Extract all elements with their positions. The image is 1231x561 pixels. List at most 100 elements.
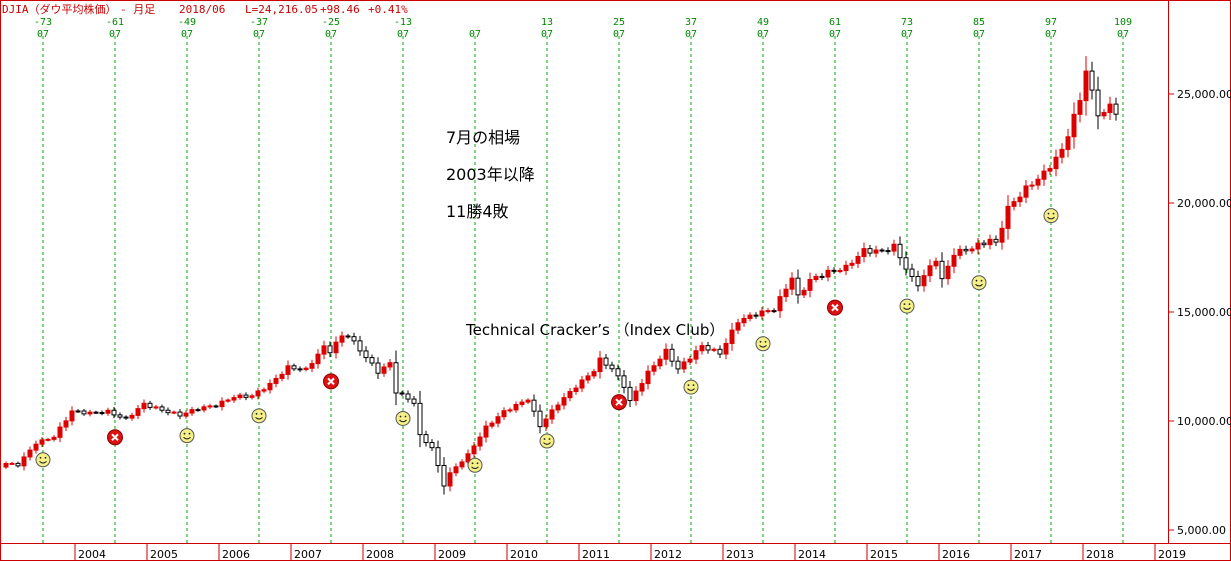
smiley-eye bbox=[759, 340, 762, 343]
candle-body bbox=[657, 358, 663, 367]
candle-body bbox=[981, 242, 987, 246]
candle-body bbox=[633, 390, 639, 402]
candle-body bbox=[963, 248, 969, 252]
july-offset-label: -13 bbox=[394, 17, 412, 28]
note-since: 2003年以降 bbox=[446, 165, 535, 184]
chart-header: DJIA（ダウ平均株価） - 月足 2018/06 L=24,216.05 +9… bbox=[2, 2, 408, 16]
july-win-smiley-icon bbox=[539, 433, 555, 449]
candle-body bbox=[681, 361, 687, 370]
july-month-label: 07 bbox=[685, 29, 697, 40]
x-tick-label: 2006 bbox=[222, 548, 250, 561]
candle-body bbox=[69, 410, 75, 422]
x-tick-label: 2013 bbox=[726, 548, 754, 561]
candle-body bbox=[459, 461, 465, 468]
candle-body bbox=[147, 402, 153, 408]
candle-body bbox=[675, 360, 681, 370]
candle-body bbox=[783, 288, 789, 298]
candle-body bbox=[129, 414, 135, 419]
smiley-eye bbox=[39, 456, 42, 459]
candle-body bbox=[561, 397, 567, 406]
smiley-mouth bbox=[687, 388, 695, 391]
candle-body bbox=[441, 465, 447, 487]
candle-body bbox=[957, 248, 963, 256]
july-offset-label: 25 bbox=[613, 17, 625, 28]
july-win-smiley-icon bbox=[179, 428, 195, 444]
x-tick-label: 2014 bbox=[798, 548, 826, 561]
candle-body bbox=[225, 399, 231, 402]
july-win-smiley-icon bbox=[1043, 208, 1059, 224]
smiley-eye bbox=[188, 432, 191, 435]
july-loss-x-icon bbox=[323, 373, 339, 390]
candle-body bbox=[795, 277, 801, 296]
candle-body bbox=[549, 409, 555, 420]
candle-body bbox=[1065, 136, 1071, 150]
candle-body bbox=[867, 248, 873, 254]
candle-body bbox=[471, 445, 477, 455]
july-month-label: 07 bbox=[829, 29, 841, 40]
candle-body bbox=[87, 411, 93, 415]
july-win-smiley-icon bbox=[251, 408, 267, 424]
candle-body bbox=[63, 420, 69, 428]
candle-body bbox=[75, 410, 81, 413]
candle-body bbox=[1089, 70, 1095, 91]
candle-body bbox=[1095, 89, 1101, 117]
july-month-label: 07 bbox=[37, 29, 49, 40]
candle-body bbox=[597, 357, 603, 373]
candle-body bbox=[309, 363, 315, 369]
july-offset-label: 85 bbox=[973, 17, 985, 28]
july-offset-label: -61 bbox=[106, 17, 124, 28]
x-tick-label: 2019 bbox=[1158, 548, 1186, 561]
smiley-mouth bbox=[255, 416, 263, 420]
july-loss-x-icon bbox=[827, 299, 843, 316]
july-month-label: 07 bbox=[109, 29, 121, 40]
candle-body bbox=[1011, 201, 1017, 207]
july-offset-label: -37 bbox=[250, 17, 268, 28]
candle-body bbox=[537, 410, 543, 428]
july-loss-x-icon bbox=[611, 394, 627, 411]
candle-body bbox=[951, 254, 957, 267]
candle-body bbox=[651, 365, 657, 372]
candle-body bbox=[591, 371, 597, 377]
smiley-eye bbox=[1052, 212, 1055, 215]
candle-body bbox=[1035, 178, 1041, 186]
candle-body bbox=[429, 442, 435, 449]
candle-body bbox=[447, 472, 453, 487]
candle-body bbox=[543, 418, 549, 428]
smiley-mouth bbox=[543, 442, 551, 445]
candle-body bbox=[1023, 185, 1029, 198]
smiley-face bbox=[1043, 208, 1059, 224]
x-tick-label: 2012 bbox=[654, 548, 682, 561]
candle-body bbox=[933, 260, 939, 267]
july-result-markers bbox=[35, 208, 1059, 473]
candle-body bbox=[771, 310, 777, 313]
candle-body bbox=[33, 443, 39, 451]
candle-body bbox=[135, 408, 141, 416]
july-month-label: 07 bbox=[469, 29, 481, 40]
x-tick-label: 2007 bbox=[294, 548, 322, 561]
smiley-eye bbox=[908, 303, 911, 305]
candle-body bbox=[843, 264, 849, 272]
candle-body bbox=[879, 249, 885, 252]
candle-body bbox=[1071, 113, 1077, 138]
candle-body bbox=[663, 348, 669, 360]
credit-text: Technical Cracker’s （Index Club） bbox=[465, 321, 724, 339]
july-offset-label: 13 bbox=[541, 17, 553, 28]
candle-body bbox=[501, 410, 507, 418]
candle-body bbox=[177, 411, 183, 417]
header-change: +98.46 bbox=[320, 3, 360, 16]
candle-body bbox=[585, 375, 591, 381]
candle-body bbox=[477, 436, 483, 447]
smiley-eye bbox=[980, 279, 983, 282]
smiley-mouth bbox=[975, 283, 983, 287]
candle-body bbox=[741, 317, 747, 324]
july-offset-label: 109 bbox=[1114, 17, 1132, 28]
candle-body bbox=[807, 278, 813, 291]
candle-body bbox=[975, 242, 981, 250]
candle-body bbox=[927, 265, 933, 277]
smiley-mouth bbox=[1047, 216, 1055, 220]
candle-body bbox=[249, 395, 255, 398]
candle-body bbox=[81, 410, 87, 415]
candle-body bbox=[39, 439, 45, 445]
